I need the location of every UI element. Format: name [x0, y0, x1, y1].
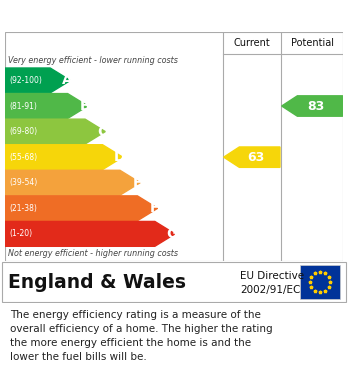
FancyArrow shape — [5, 119, 105, 144]
Text: Potential: Potential — [291, 38, 333, 48]
FancyArrow shape — [5, 93, 88, 118]
Text: G: G — [166, 227, 178, 241]
Text: (21-38): (21-38) — [9, 204, 37, 213]
FancyArrow shape — [5, 145, 123, 170]
Text: E: E — [132, 176, 142, 190]
Text: 83: 83 — [308, 100, 325, 113]
Text: (55-68): (55-68) — [9, 152, 37, 161]
Text: (92-100): (92-100) — [9, 76, 42, 85]
Text: 63: 63 — [247, 151, 264, 164]
Text: EU Directive: EU Directive — [240, 271, 304, 281]
Text: Very energy efficient - lower running costs: Very energy efficient - lower running co… — [8, 56, 178, 65]
FancyArrow shape — [5, 196, 158, 221]
Text: Energy Efficiency Rating: Energy Efficiency Rating — [10, 9, 232, 23]
Text: Current: Current — [234, 38, 270, 48]
Text: C: C — [97, 125, 108, 138]
Text: F: F — [150, 201, 159, 215]
Text: B: B — [79, 99, 90, 113]
Text: The energy efficiency rating is a measure of the
overall efficiency of a home. T: The energy efficiency rating is a measur… — [10, 310, 273, 362]
Text: Not energy efficient - higher running costs: Not energy efficient - higher running co… — [8, 249, 179, 258]
Text: 2002/91/EC: 2002/91/EC — [240, 285, 300, 295]
Text: (39-54): (39-54) — [9, 178, 37, 187]
Bar — [300, 265, 340, 299]
Text: (1-20): (1-20) — [9, 230, 32, 239]
FancyArrow shape — [5, 68, 70, 93]
FancyArrow shape — [5, 170, 140, 195]
Text: England & Wales: England & Wales — [8, 273, 186, 292]
Text: (69-80): (69-80) — [9, 127, 37, 136]
Text: D: D — [114, 150, 125, 164]
Text: (81-91): (81-91) — [9, 102, 37, 111]
FancyArrow shape — [282, 96, 343, 116]
FancyArrow shape — [5, 221, 175, 246]
Text: A: A — [62, 74, 73, 88]
FancyArrow shape — [224, 147, 280, 167]
